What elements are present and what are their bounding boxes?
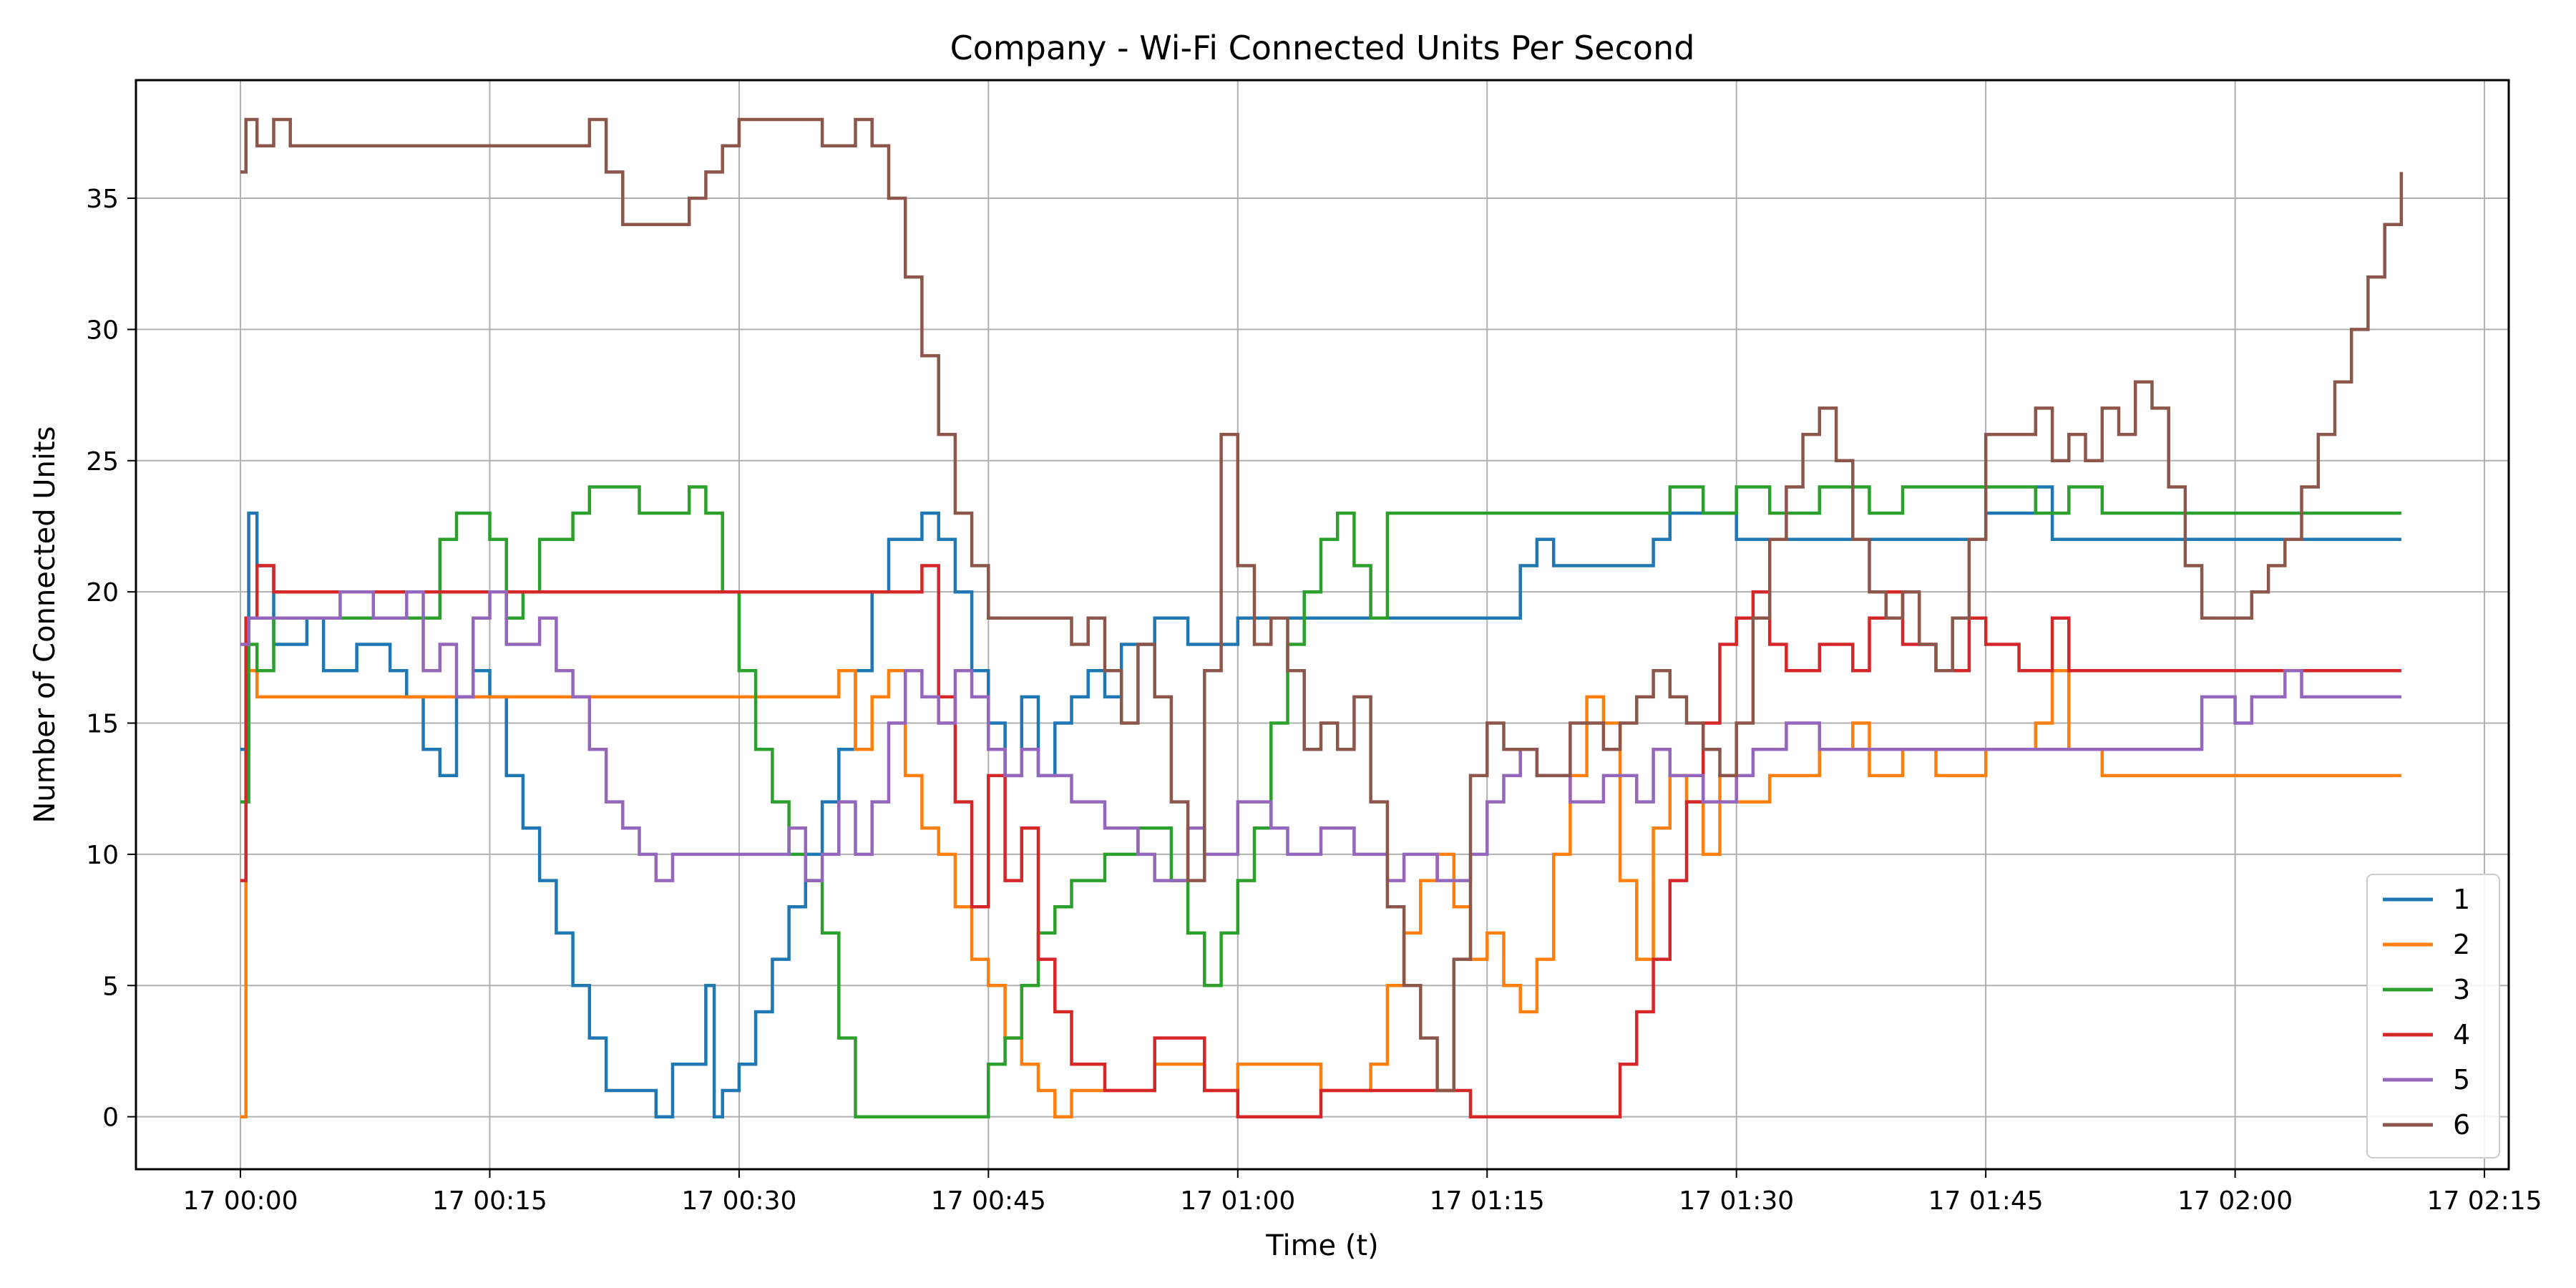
y-tick-label: 5: [102, 972, 119, 1001]
x-tick-label: 17 00:15: [432, 1186, 547, 1216]
series-layer: [240, 117, 2404, 1118]
series-5-line: [240, 590, 2401, 882]
plot-frame: [135, 79, 2510, 1171]
y-tick-label: 20: [86, 578, 119, 608]
chart-title: Company - Wi-Fi Connected Units Per Seco…: [950, 29, 1695, 67]
x-tick-label: 17 01:15: [1430, 1186, 1545, 1216]
y-tick-label: 10: [86, 841, 119, 870]
x-tick-label: 17 01:45: [1928, 1186, 2044, 1216]
legend: 1 2 3 4 5 6: [2366, 874, 2500, 1158]
x-axis-title: Time (t): [1265, 1229, 1379, 1262]
y-axis-title: Number of Connected Units: [29, 426, 62, 823]
x-tick-label: 17 00:00: [183, 1186, 298, 1216]
y-tick-label: 30: [86, 316, 119, 345]
x-tick-label: 17 01:00: [1180, 1186, 1295, 1216]
x-tick-label: 17 00:30: [681, 1186, 796, 1216]
legend-label-4: 4: [2453, 1019, 2470, 1050]
x-tick-label: 17 01:30: [1679, 1186, 1794, 1216]
tick-layer: 17 00:00 17 00:15 17 00:30 17 00:45 17 01:00…: [86, 185, 2542, 1216]
y-tick-label: 15: [86, 710, 119, 739]
legend-label-2: 2: [2453, 929, 2470, 960]
x-tick-label: 17 02:15: [2427, 1186, 2542, 1216]
series-3-line: [240, 485, 2401, 1118]
legend-label-6: 6: [2453, 1109, 2470, 1141]
x-tick-label: 17 02:00: [2177, 1186, 2293, 1216]
legend-label-5: 5: [2453, 1064, 2470, 1096]
legend-label-3: 3: [2453, 974, 2470, 1005]
y-tick-label: 0: [102, 1103, 119, 1133]
series-6-line: [240, 117, 2404, 1093]
x-tick-label: 17 00:45: [931, 1186, 1046, 1216]
legend-label-1: 1: [2453, 884, 2470, 915]
y-tick-label: 25: [86, 447, 119, 477]
y-tick-label: 35: [86, 185, 119, 214]
legend-box: [2366, 874, 2500, 1158]
